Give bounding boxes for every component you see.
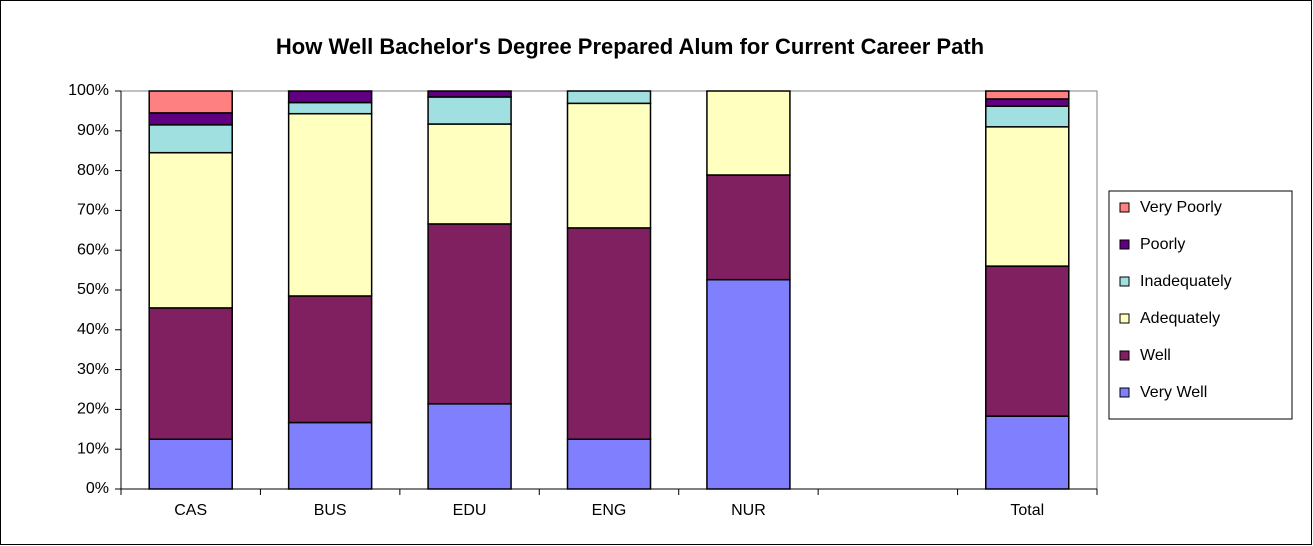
bar-segment [566, 90, 652, 105]
bar-segment [706, 90, 791, 176]
legend-swatch [1119, 387, 1130, 398]
bar-segment [985, 98, 1070, 107]
y-tick-label: 0% [86, 480, 109, 497]
y-tick-label: 20% [77, 401, 109, 418]
bar-segment [427, 223, 512, 405]
y-tick-label: 90% [77, 122, 109, 139]
x-tick-label: CAS [174, 502, 207, 519]
bar-segment [985, 126, 1070, 267]
x-tick-label: ENG [592, 502, 627, 519]
bar-segment [706, 278, 791, 490]
legend-swatch [1119, 276, 1130, 287]
x-tick-label: BUS [314, 502, 347, 519]
legend-swatch [1119, 350, 1130, 361]
y-tick-label: 80% [77, 162, 109, 179]
legend-swatch [1119, 239, 1130, 250]
y-tick-label: 60% [77, 241, 109, 258]
bar-segment [148, 124, 233, 154]
y-tick-label: 100% [68, 82, 109, 99]
bar-segment [985, 105, 1070, 128]
bar-segment [148, 112, 233, 126]
bar-segment [427, 90, 512, 98]
bar-segment [287, 421, 373, 490]
y-tick-label: 50% [77, 281, 109, 298]
legend-swatch [1119, 313, 1130, 324]
y-tick-label: 10% [77, 440, 109, 457]
bar-segment [148, 151, 233, 309]
bar-segment [427, 403, 512, 490]
bar-segment [985, 90, 1070, 100]
bar-segment [148, 307, 233, 440]
legend-label: Poorly [1140, 236, 1185, 253]
bar-segment [985, 415, 1070, 490]
bar-segment [148, 438, 233, 490]
bar-segment [706, 174, 791, 281]
legend-label: Inadequately [1140, 273, 1232, 290]
x-tick-label: EDU [453, 502, 487, 519]
bar-segment [985, 265, 1070, 417]
bar-segment [287, 295, 373, 424]
legend-box [1108, 190, 1293, 420]
bar-segment [427, 96, 512, 125]
bar-segment [427, 123, 512, 225]
x-tick-label: NUR [731, 502, 766, 519]
bar-segment [287, 112, 373, 297]
bar-segment [287, 101, 373, 115]
chart-title: How Well Bachelor's Degree Prepared Alum… [276, 34, 984, 59]
bar-segment [566, 438, 652, 490]
y-tick-label: 40% [77, 321, 109, 338]
legend-swatch [1119, 202, 1130, 213]
y-tick-label: 70% [77, 202, 109, 219]
bar-segment [566, 227, 652, 440]
y-tick-label: 30% [77, 361, 109, 378]
legend-label: Well [1140, 347, 1171, 364]
legend-label: Adequately [1140, 310, 1220, 327]
bar-segment [287, 90, 373, 104]
bar-segment [566, 102, 652, 229]
legend-label: Very Well [1140, 384, 1207, 401]
x-tick-label: Total [1010, 502, 1044, 519]
bar-segment [148, 90, 233, 114]
legend-label: Very Poorly [1140, 199, 1222, 216]
